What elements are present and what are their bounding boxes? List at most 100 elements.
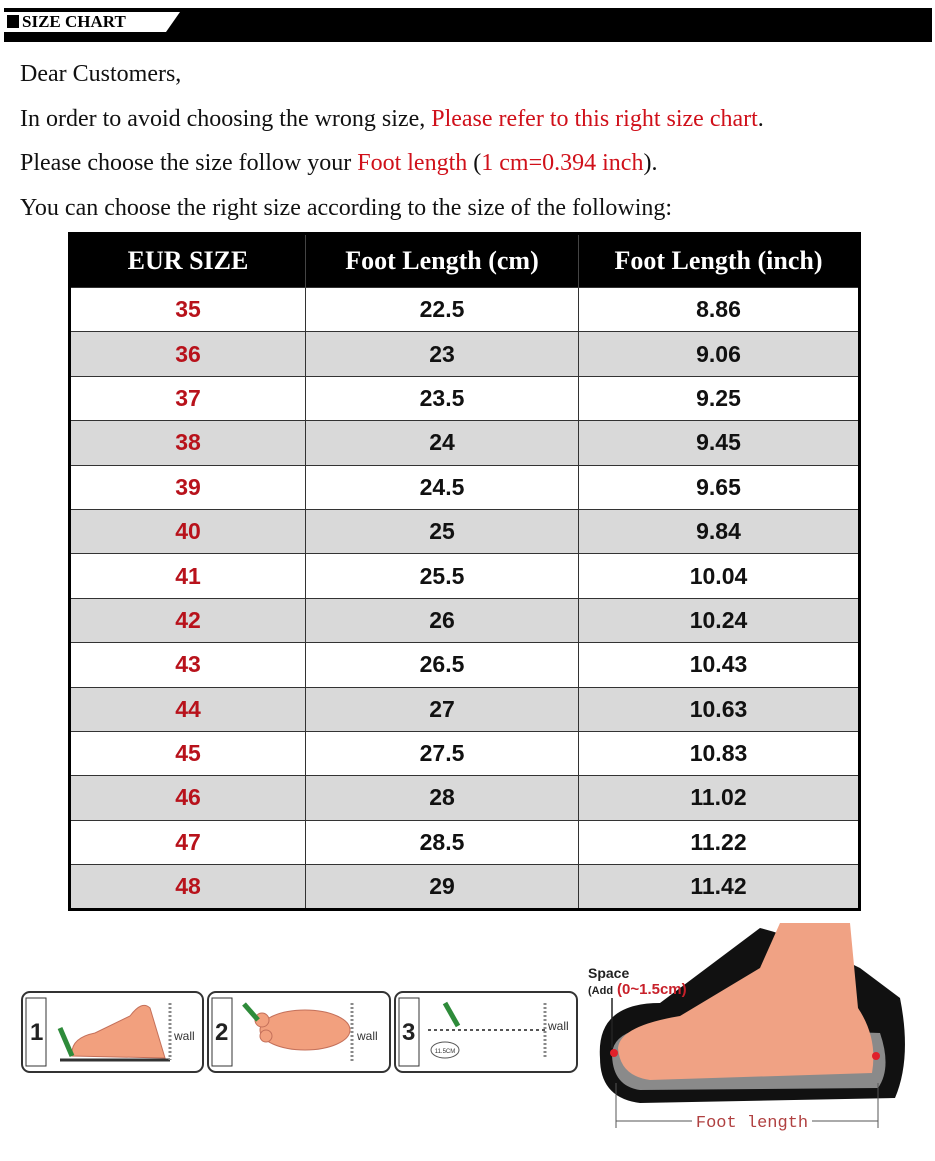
foot-length: 10.24 xyxy=(578,597,860,644)
table-row: 36 23 9.06 xyxy=(69,331,860,377)
header-top-rule xyxy=(4,8,932,12)
eur-size: 35 xyxy=(69,286,306,333)
intro-text: Please choose the size follow your xyxy=(20,150,358,176)
foot-length: 9.84 xyxy=(578,508,860,555)
step-number: 3 xyxy=(402,1019,415,1046)
header-title: SIZE CHART xyxy=(22,12,126,31)
range-label: (0~1.5cm) xyxy=(617,981,687,998)
foot-length: 23 xyxy=(305,331,579,377)
pen xyxy=(57,1027,75,1057)
foot-length: 24 xyxy=(305,420,579,466)
foot-length: 11.02 xyxy=(578,775,860,821)
table-row: 47 28.5 11.22 xyxy=(69,819,860,866)
pen xyxy=(442,1001,461,1028)
intro-line: You can choose the right size according … xyxy=(20,190,930,235)
toe-point xyxy=(610,1049,618,1057)
pen xyxy=(242,1002,260,1022)
intro-text: ( xyxy=(467,150,482,176)
intro-text: In order to avoid choosing the wrong siz… xyxy=(20,105,432,132)
table-row: 44 27 10.63 xyxy=(69,686,860,732)
column-header: Foot Length (cm) xyxy=(305,233,579,288)
foot xyxy=(71,1004,166,1059)
eur-size: 48 xyxy=(69,864,306,911)
table-row: 39 24.5 9.65 xyxy=(69,464,860,510)
eur-size: 45 xyxy=(69,730,306,777)
table-row: 38 24 9.45 xyxy=(69,420,860,466)
step-badge xyxy=(211,997,233,1067)
foot-length: 10.04 xyxy=(578,553,860,599)
eur-size: 36 xyxy=(69,331,306,377)
foot-length: 26 xyxy=(305,597,579,644)
step-badge xyxy=(398,997,420,1067)
step-1: 1 wall xyxy=(21,991,204,1073)
foot-length: 25 xyxy=(305,508,579,555)
table-body: 35 22.5 8.86 36 23 9.06 37 23.5 9.25 38 24 9.45 39 24… xyxy=(69,286,860,911)
ruler-badge xyxy=(430,1041,460,1059)
shoe-diagram: Space (Add (0~1.5cm) Foot length xyxy=(588,923,905,1133)
toe xyxy=(259,1029,273,1043)
foot-length: 26.5 xyxy=(305,642,579,688)
foot-length: 28.5 xyxy=(305,819,579,866)
table-row: 48 29 11.42 xyxy=(69,864,860,911)
table-row: 35 22.5 8.86 xyxy=(69,286,860,333)
header-bar: SIZE CHART xyxy=(4,8,932,42)
foot-length: 23.5 xyxy=(305,375,579,422)
header-bottom-rule xyxy=(4,32,932,42)
table-row: 42 26 10.24 xyxy=(69,597,860,644)
eur-size: 42 xyxy=(69,597,306,644)
foot-length: 27 xyxy=(305,686,579,732)
intro-text: You can choose the right size according … xyxy=(20,194,673,221)
eur-size: 39 xyxy=(69,464,306,510)
foot xyxy=(618,923,874,1080)
foot-length: 24.5 xyxy=(305,464,579,510)
foot-length: 22.5 xyxy=(305,286,579,333)
eur-size: 44 xyxy=(69,686,306,732)
foot-length: 9.25 xyxy=(578,375,860,422)
measuring-illustration: 1 wall 2 wall 3 wall 11.5CM Space xyxy=(21,923,905,1133)
step-number: 1 xyxy=(30,1019,43,1046)
highlight-text: Please refer to this right size chart xyxy=(431,105,758,132)
foot-length: 27.5 xyxy=(305,730,579,777)
wall-label: wall xyxy=(547,1019,569,1033)
table-head: EUR SIZE Foot Length (cm) Foot Length (inc… xyxy=(69,233,860,288)
step-3: 3 wall 11.5CM xyxy=(394,991,578,1073)
foot-length: 29 xyxy=(305,864,579,911)
eur-size: 43 xyxy=(69,642,306,688)
table-row: 41 25.5 10.04 xyxy=(69,553,860,599)
highlight-text: 1 cm=0.394 inch xyxy=(481,150,644,176)
foot-length: 9.45 xyxy=(578,420,860,466)
eur-size: 46 xyxy=(69,775,306,821)
wall-label: wall xyxy=(173,1029,195,1043)
table-row: 37 23.5 9.25 xyxy=(69,375,860,422)
eur-size: 40 xyxy=(69,508,306,555)
intro-line: In order to avoid choosing the wrong siz… xyxy=(20,101,930,146)
foot-length-label: Foot length xyxy=(696,1114,808,1133)
eur-size: 37 xyxy=(69,375,306,422)
eur-size: 38 xyxy=(69,420,306,466)
table-row: 45 27.5 10.83 xyxy=(69,730,860,777)
intro-line: Please choose the size follow your Foot … xyxy=(20,145,930,190)
step-number: 2 xyxy=(215,1019,228,1046)
intro-line: Dear Customers, xyxy=(20,56,930,101)
foot-length: 25.5 xyxy=(305,553,579,599)
wall-label: wall xyxy=(356,1029,378,1043)
foot-length: 11.22 xyxy=(578,819,860,866)
add-label: (Add xyxy=(588,985,613,997)
step-2: 2 wall xyxy=(207,991,391,1073)
step-badge xyxy=(25,997,47,1067)
header-row: EUR SIZE Foot Length (cm) Foot Length (inc… xyxy=(69,233,860,288)
header-slant xyxy=(166,12,932,32)
foot-length: 28 xyxy=(305,775,579,821)
foot xyxy=(259,1009,351,1051)
header-square xyxy=(7,15,19,28)
intro-text: . xyxy=(757,105,764,132)
space-label: Space xyxy=(588,965,629,981)
heel-point xyxy=(872,1052,880,1060)
highlight-text: Foot length xyxy=(357,150,468,176)
foot-length: 9.65 xyxy=(578,464,860,510)
table-row: 46 28 11.02 xyxy=(69,775,860,821)
foot-length: 10.83 xyxy=(578,730,860,777)
foot-length: 11.42 xyxy=(578,864,860,911)
